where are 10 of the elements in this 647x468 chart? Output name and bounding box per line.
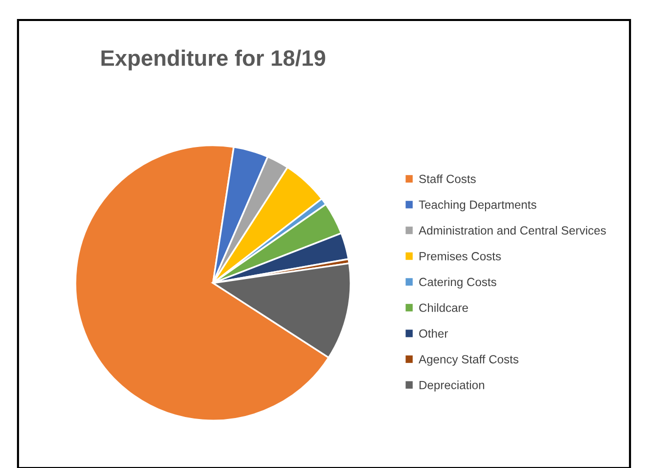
legend-label: Teaching Departments [418, 200, 536, 212]
legend-label: Childcare [419, 303, 468, 312]
legend-label: Other [419, 329, 448, 338]
legend-label: Premises Costs [420, 252, 501, 260]
legend-label: Administration and Central Services [418, 226, 606, 235]
legend-label: Agency Staff Costs [418, 354, 518, 366]
legend-label: Depreciation [420, 380, 484, 392]
chart-title: Expenditure for 18/19 [101, 50, 326, 70]
legend-label: Catering Costs [419, 277, 496, 289]
legend-label: Staff Costs [419, 174, 476, 184]
